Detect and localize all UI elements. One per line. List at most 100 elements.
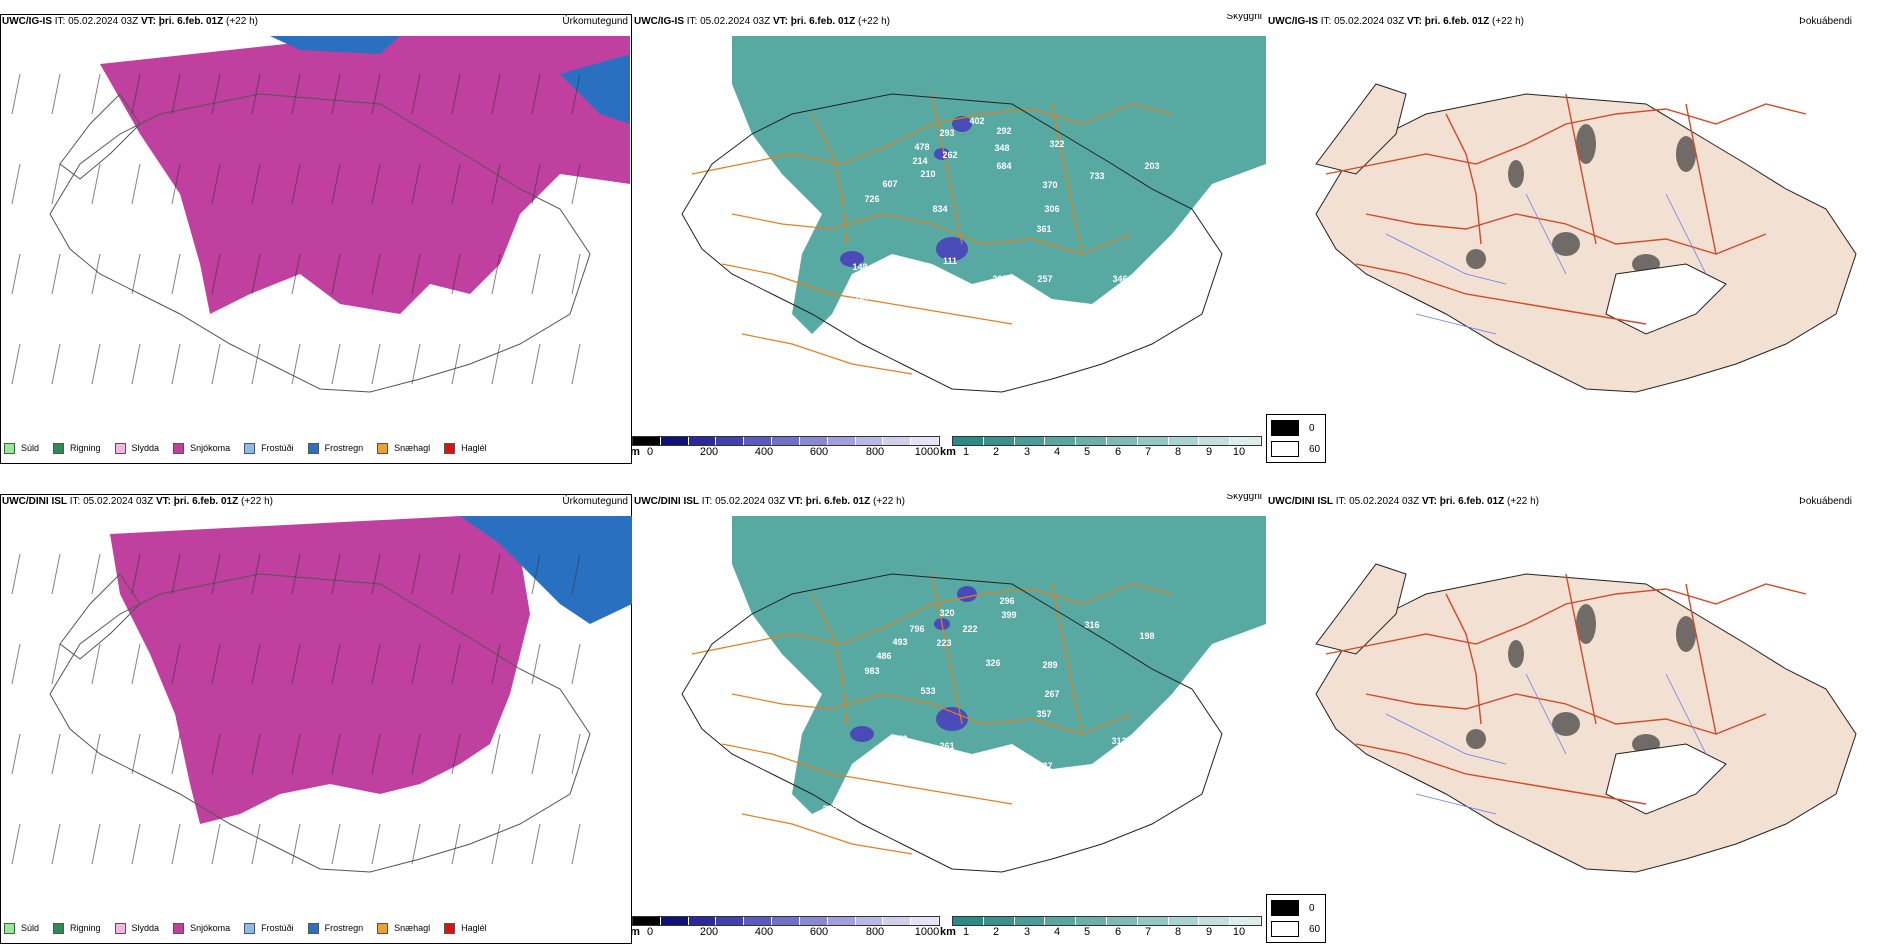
legend-swatch	[4, 442, 15, 454]
scale-tick: 2	[992, 446, 1000, 458]
panel-header: UWC/DINI ISL IT: 05.02.2024 03Z VT: þri.…	[634, 496, 905, 507]
legend-swatch	[53, 922, 65, 934]
cloud-base-label: 225	[992, 274, 1007, 284]
scale-tick: 1000	[914, 926, 940, 938]
visibility-scale-ticks: km 1 2 3 4 5 6 7 8 9 10	[940, 926, 1262, 940]
fog-swatch-dark	[1271, 420, 1299, 436]
visibility-scale-ticks: km 1 2 3 4 5 6 7 8 9 10	[940, 446, 1262, 460]
visibility-scale-step	[1168, 437, 1200, 445]
scale-tick: 9	[1205, 926, 1213, 938]
panel-header: UWC/IG-IS IT: 05.02.2024 03Z VT: þri. 6.…	[1268, 16, 1524, 27]
cloud-base-label: 316	[1084, 620, 1099, 630]
panel-type-label: Þokuábendi	[1799, 496, 1852, 507]
height-scale-ticks: m 0 200 400 600 800 1000	[632, 446, 940, 460]
scale-tick: 400	[754, 926, 774, 938]
scale-tick: 400	[754, 446, 774, 458]
cloud-base-label: 361	[1036, 224, 1051, 234]
visibility-scale: km 1 2 3 4 5 6 7 8 9 10	[940, 916, 1262, 940]
visibility-map-graphic: 402 293 292 478 348 214 262 684 210 607 322 733 203 7…	[681, 36, 1266, 393]
height-scale-step	[660, 917, 689, 925]
visibility-map-graphic: 296 320 399 796 222 493 223 316 198 486 326 983 289 5…	[681, 516, 1266, 873]
cloud-base-label: 214	[886, 256, 901, 266]
fog-map-graphic	[1315, 83, 1857, 393]
visibility-scale-step	[1137, 437, 1169, 445]
height-scale-bar	[632, 916, 940, 926]
legend-item: Súld	[4, 442, 39, 454]
cloud-base-label: 293	[939, 128, 954, 138]
legend-swatch	[4, 922, 15, 934]
height-scale: m 0 200 400 600 800 1000	[632, 916, 940, 940]
legend-item: Slydda	[114, 442, 159, 454]
cloud-base-label: 214	[912, 156, 927, 166]
height-scale-step	[883, 917, 912, 925]
visibility-scale-step	[1045, 917, 1077, 925]
precip-type-legend: Súld Rigning Slydda Snjókoma Frostúði Fr…	[4, 918, 501, 938]
legend-item: Rigning	[53, 442, 101, 454]
legend-swatch	[444, 922, 456, 934]
cloud-base-label: 267	[1044, 689, 1059, 699]
visibility-scale-step	[1076, 437, 1107, 445]
scale-tick: 3	[1023, 926, 1031, 938]
fog-legend: 0 60	[1266, 894, 1326, 943]
cloud-base-label: 203	[1144, 161, 1159, 171]
panel-type-label: Skyggni	[1226, 14, 1262, 22]
cloud-base-label: 607	[882, 179, 897, 189]
visibility-scale-bar	[952, 916, 1262, 926]
cloud-base-label: 796	[909, 624, 924, 634]
legend-item: Frostregn	[307, 442, 363, 454]
cloud-base-label: 382	[822, 804, 837, 814]
visibility-scale-step	[983, 917, 1015, 925]
cloud-base-label: 493	[892, 637, 907, 647]
cloud-base-label: 357	[1036, 709, 1051, 719]
height-scale: m 0 200 400 600 800 1000	[632, 436, 940, 460]
cloud-base-label: 257	[1037, 274, 1052, 284]
cloud-base-label: 205	[1059, 786, 1074, 796]
cloud-base-label: 834	[932, 204, 947, 214]
height-scale-step	[883, 437, 912, 445]
scale-tick: 10	[1232, 926, 1246, 938]
height-scale-step	[911, 437, 939, 445]
legend-swatch	[244, 922, 256, 934]
scale-tick: 4	[1053, 446, 1061, 458]
height-scale-step	[827, 437, 856, 445]
panel-type-label: Þokuábendi	[1799, 16, 1852, 27]
visibility-scale-step	[953, 917, 984, 925]
cloud-base-label: 148	[852, 262, 867, 272]
scale-tick: 0	[646, 926, 654, 938]
panel-header: UWC/DINI ISL IT: 05.02.2024 03Z VT: þri.…	[2, 496, 273, 507]
height-scale-step	[772, 437, 800, 445]
visibility-scale-step	[1137, 917, 1169, 925]
legend-item: Snjókoma	[173, 922, 230, 934]
precip-map-bottom: UWC/DINI ISL IT: 05.02.2024 03Z VT: þri.…	[0, 494, 632, 944]
visibility-scale-step	[953, 437, 984, 445]
fog-legend-low: 60	[1271, 921, 1321, 937]
legend-swatch	[114, 922, 126, 934]
height-scale-step	[799, 437, 828, 445]
panel-header: UWC/IG-IS IT: 05.02.2024 03Z VT: þri. 6.…	[2, 16, 258, 27]
visibility-map-bottom: UWC/DINI ISL IT: 05.02.2024 03Z VT: þri.…	[632, 494, 1266, 944]
cloud-base-label: 733	[1089, 171, 1104, 181]
visibility-scale-step	[1168, 917, 1200, 925]
fog-map-graphic	[1315, 563, 1857, 873]
scale-tick: 2	[992, 926, 1000, 938]
fog-swatch-dark	[1271, 900, 1299, 916]
scale-tick: 800	[865, 926, 885, 938]
legend-item: Rigning	[53, 922, 101, 934]
legend-swatch	[244, 442, 256, 454]
visibility-scale-step	[1230, 437, 1261, 445]
cloud-base-label: 402	[969, 116, 984, 126]
cloud-base-label: 306	[1044, 204, 1059, 214]
panel-type-label: Úrkomutegund	[562, 16, 628, 27]
visibility-scale-step	[1076, 917, 1107, 925]
scale-tick: 7	[1144, 926, 1152, 938]
scale-unit: m	[632, 446, 640, 458]
height-scale-step	[855, 917, 884, 925]
cloud-base-label: 285	[929, 766, 944, 776]
scale-tick: 600	[809, 926, 829, 938]
legend-item: Snæhagl	[377, 922, 430, 934]
legend-item: Haglél	[444, 922, 487, 934]
cloud-base-label: 726	[864, 194, 879, 204]
panel-type-label: Skyggni	[1226, 494, 1262, 502]
fog-swatch-light	[1271, 441, 1299, 457]
legend-item: Snæhagl	[377, 442, 430, 454]
